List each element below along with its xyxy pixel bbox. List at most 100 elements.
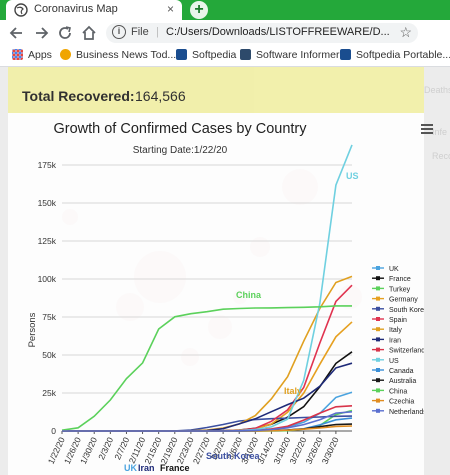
legend-marker [376,286,380,291]
legend-label: Netherlands [389,409,424,416]
y-tick-label: 75k [42,312,56,322]
grid [62,164,352,432]
total-recovered-banner: Total Recovered: 164,566 [8,67,424,113]
softpedia-icon [176,49,187,60]
chart-menu-icon[interactable] [421,124,433,134]
y-tick-label: 0 [51,426,56,436]
legend-label: UK [389,266,399,273]
series-annotation: UK [124,463,137,473]
legend-label: Canada [389,368,414,375]
legend-marker [376,368,380,372]
bookmark-software-informer[interactable]: Software Informer [240,49,339,61]
y-tick-label: 100k [38,274,57,284]
bookmarks-bar: Apps Business News Tod... Softpedia Soft… [0,46,450,67]
bookmark-label: Business News Tod... [76,49,177,61]
legend-label: Spain [389,317,407,324]
bookmark-label: Software Informer [256,49,340,61]
softpedia-icon [340,49,351,60]
legend-marker [376,347,380,352]
legend-label: Iran [389,337,401,344]
side-panel-item[interactable]: Infe [432,127,448,137]
apps-grid-icon [12,49,23,60]
bookmark-label: Softpedia [192,49,237,61]
chart-card: Growth of Confirmed Cases by Country Sta… [8,113,428,475]
series-line [61,305,352,431]
bookmark-label: Softpedia Portable... [356,49,450,61]
x-axis: 1/22/201/26/201/30/202/3/202/7/202/11/20… [46,431,341,466]
bookmark-label: Apps [28,49,52,61]
legend-marker [376,378,380,383]
annotations: US China Italy South Korea UK Iran France [124,171,359,473]
home-icon[interactable] [80,25,98,41]
chart-title: Growth of Confirmed Cases by Country [53,121,307,137]
series-line [62,144,353,432]
legend-label: Italy [389,327,402,334]
legend-marker [376,388,380,393]
legend-marker [376,317,380,321]
series-annotation: China [236,290,262,300]
legend: UK France Turkey Germany South Korea Spain Ita… [372,266,428,416]
legend-marker [376,408,380,413]
address-separator: | [156,26,159,38]
y-axis: 0 25k 50k 75k 100k 125k 150k 175k [38,160,57,436]
y-tick-label: 50k [42,350,56,360]
series-annotation: France [160,463,190,473]
series-annotation: South Korea [206,451,260,461]
address-scheme: File [131,26,149,38]
legend-label: Switzerland [389,348,424,355]
side-panel: Deaths Infe Reco [424,77,450,167]
bookmark-softpedia-portable[interactable]: Softpedia Portable... [340,49,450,61]
legend-label: US [389,358,399,365]
series-annotation: Iran [138,463,155,473]
series-annotation: US [346,171,359,181]
software-informer-icon [240,49,251,60]
legend-label: South Korea [389,307,424,314]
legend-label: Germany [389,297,418,304]
close-tab-icon[interactable]: × [166,2,174,16]
globe-icon [14,3,28,17]
address-url[interactable]: C:/Users/Downloads/LISTOFFREEWARE/D... [166,26,390,38]
forward-icon[interactable] [32,25,50,41]
legend-marker [376,327,380,332]
legend-marker [376,276,380,281]
side-panel-item[interactable]: Deaths [424,85,450,95]
legend-label: Czechia [389,399,414,406]
total-recovered-label: Total Recovered: [22,88,135,104]
tab-title: Coronavirus Map [34,3,118,15]
legend-marker [376,306,380,311]
series-annotation: Italy [284,386,302,396]
map-page: Total Recovered: 164,566 Deaths Infe Rec… [0,67,450,475]
bookmark-star-icon[interactable]: ☆ [399,24,412,40]
legend-marker [376,337,380,342]
total-recovered-value: 164,566 [135,88,186,104]
legend-label: China [389,388,407,395]
y-tick-label: 25k [42,388,56,398]
info-icon[interactable]: i [112,25,126,39]
browser-toolbar: i File | C:/Users/Downloads/LISTOFFREEWA… [0,20,450,60]
legend-label: Turkey [389,286,411,293]
side-panel-item[interactable]: Reco [432,151,450,161]
back-icon[interactable] [8,25,26,41]
bookmark-softpedia[interactable]: Softpedia [176,49,236,61]
y-tick-label: 125k [38,236,57,246]
legend-marker [376,357,380,362]
reload-icon[interactable] [56,25,74,41]
legend-label: France [389,276,411,283]
address-bar[interactable]: i File | C:/Users/Downloads/LISTOFFREEWA… [106,23,418,43]
bookmark-apps[interactable]: Apps [12,49,52,61]
news-icon [60,49,71,60]
new-tab-button[interactable]: + [190,1,208,19]
y-tick-label: 150k [38,198,57,208]
legend-marker [376,296,380,301]
legend-label: Australia [389,378,416,385]
y-tick-label: 175k [38,160,57,170]
bookmark-business-news[interactable]: Business News Tod... [60,49,176,61]
legend-marker [376,266,380,270]
legend-marker [376,398,380,403]
y-axis-label: Persons [27,312,38,347]
series-line [62,411,353,432]
tab-strip: Coronavirus Map × + [0,0,450,20]
series-line [62,391,353,432]
browser-tab[interactable]: Coronavirus Map × [6,0,182,20]
chart-subtitle: Starting Date:1/22/20 [133,145,228,156]
